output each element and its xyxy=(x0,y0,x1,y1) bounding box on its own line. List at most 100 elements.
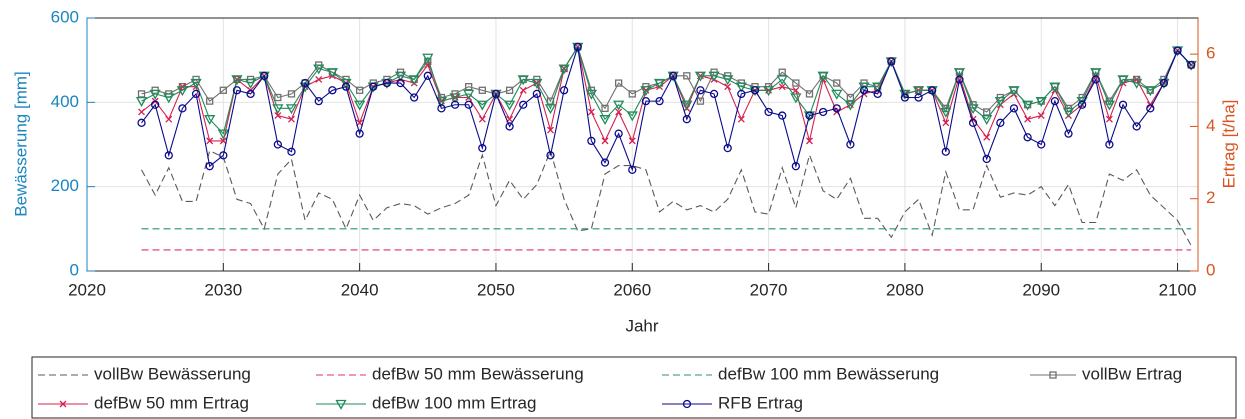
marker xyxy=(328,86,337,95)
marker xyxy=(928,86,937,95)
marker xyxy=(505,122,514,131)
x-tick-label: 2020 xyxy=(68,280,106,299)
marker xyxy=(723,143,732,153)
marker xyxy=(1091,75,1100,84)
marker xyxy=(355,129,364,138)
marker xyxy=(544,104,557,115)
marker xyxy=(1146,104,1155,113)
y-tick-label: 400 xyxy=(51,92,79,111)
marker xyxy=(1037,140,1046,149)
marker xyxy=(628,90,636,98)
marker xyxy=(831,89,843,100)
marker xyxy=(708,71,720,82)
marker xyxy=(288,115,295,123)
marker xyxy=(1144,86,1156,97)
marker xyxy=(519,100,528,109)
marker xyxy=(737,89,746,99)
marker xyxy=(274,93,282,102)
marker xyxy=(615,108,623,116)
marker xyxy=(464,100,473,109)
marker xyxy=(983,108,991,116)
marker xyxy=(354,100,366,111)
marker xyxy=(478,115,486,123)
marker xyxy=(653,78,666,89)
legend-label: defBw 100 mm Bewässerung xyxy=(718,364,939,383)
legend-label: defBw 50 mm Bewässerung xyxy=(372,364,584,383)
marker xyxy=(601,104,609,113)
marker xyxy=(737,115,745,123)
marker xyxy=(709,89,719,99)
marker xyxy=(805,111,814,120)
marker xyxy=(396,78,405,88)
legend-label: RFB Ertrag xyxy=(718,393,803,412)
marker xyxy=(967,104,979,115)
marker xyxy=(750,86,760,95)
marker xyxy=(953,68,966,79)
marker xyxy=(503,100,516,111)
marker xyxy=(1009,104,1019,113)
x-tick-label: 2060 xyxy=(613,280,651,299)
marker xyxy=(423,71,432,80)
marker xyxy=(476,100,488,111)
marker xyxy=(982,154,991,164)
marker xyxy=(805,90,814,98)
marker xyxy=(232,86,242,95)
marker xyxy=(682,115,691,124)
marker xyxy=(246,89,255,99)
marker xyxy=(206,137,214,145)
marker xyxy=(983,133,991,141)
marker xyxy=(164,151,173,160)
marker xyxy=(394,71,407,82)
marker xyxy=(778,68,786,76)
series-line xyxy=(141,45,1192,143)
marker xyxy=(722,75,734,86)
marker xyxy=(1037,112,1045,120)
marker xyxy=(613,100,625,111)
marker xyxy=(287,147,296,156)
marker xyxy=(614,79,623,87)
marker xyxy=(178,104,187,113)
marker xyxy=(1050,96,1060,106)
plot-area xyxy=(87,18,1198,271)
marker xyxy=(724,83,732,91)
marker xyxy=(791,162,801,171)
marker xyxy=(817,71,829,82)
marker xyxy=(887,57,896,66)
marker xyxy=(641,96,651,106)
marker xyxy=(191,89,201,99)
marker xyxy=(163,93,175,104)
marker xyxy=(1103,100,1116,111)
marker xyxy=(149,89,161,100)
y2-tick-label: 0 xyxy=(1206,260,1215,279)
marker xyxy=(585,89,597,100)
marker xyxy=(314,96,323,106)
marker xyxy=(601,137,609,145)
y-tick-label: 0 xyxy=(70,260,79,279)
marker xyxy=(217,129,229,140)
marker xyxy=(806,137,813,145)
x-tick-label: 2070 xyxy=(750,280,788,299)
legend-box xyxy=(31,356,1237,419)
marker xyxy=(873,89,882,99)
legend-label: vollBw Bewässerung xyxy=(94,364,251,383)
series-line xyxy=(141,45,1192,135)
marker xyxy=(137,90,146,98)
marker xyxy=(1008,86,1020,97)
marker xyxy=(285,104,298,115)
marker xyxy=(900,93,910,102)
marker xyxy=(531,78,543,89)
marker xyxy=(341,82,351,91)
y-axis-label: Bewässerung [mm] xyxy=(11,71,30,217)
y-tick-label: 200 xyxy=(51,176,79,195)
marker xyxy=(600,158,610,167)
marker xyxy=(640,86,652,97)
marker xyxy=(940,107,952,118)
marker xyxy=(942,119,950,127)
marker xyxy=(463,89,475,100)
marker xyxy=(244,78,257,89)
marker xyxy=(355,86,364,94)
marker xyxy=(955,75,964,84)
marker xyxy=(558,64,570,75)
marker xyxy=(559,86,569,95)
x-tick-label: 2080 xyxy=(886,280,924,299)
